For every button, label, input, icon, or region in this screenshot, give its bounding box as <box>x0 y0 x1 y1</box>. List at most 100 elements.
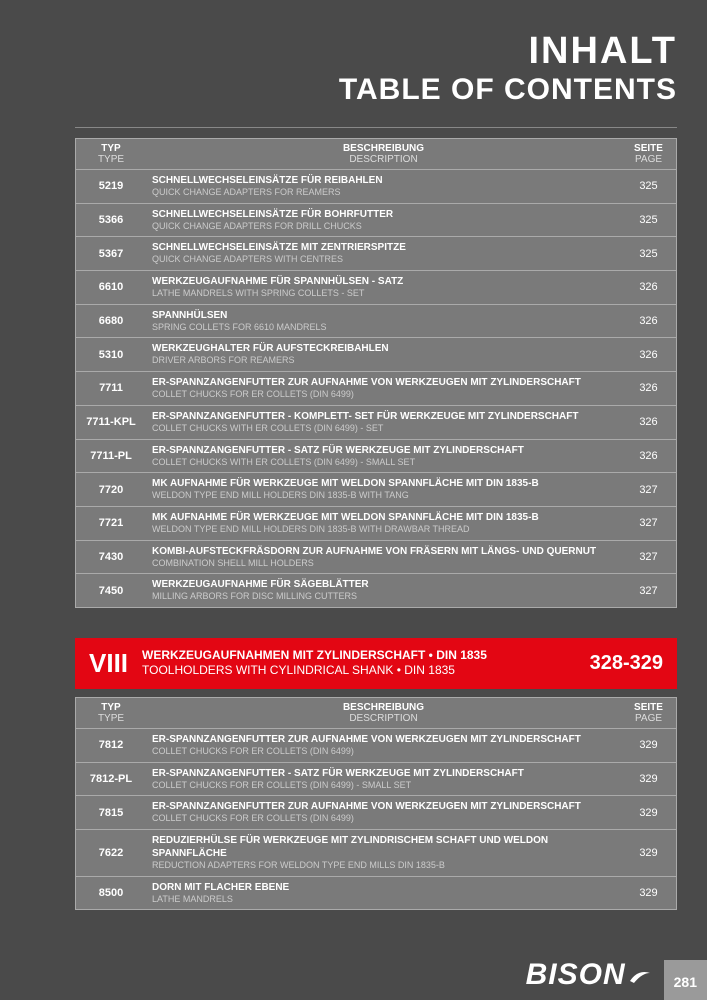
row-type: 5310 <box>76 349 146 361</box>
row-desc: WERKZEUGHALTER FÜR AUFSTECKREIBAHLENDRIV… <box>146 338 621 371</box>
row-type: 7721 <box>76 517 146 529</box>
row-desc-en: DRIVER ARBORS FOR REAMERS <box>152 355 615 367</box>
brand-swoosh-icon <box>628 963 652 987</box>
row-desc: WERKZEUGAUFNAHME FÜR SÄGEBLÄTTERMILLING … <box>146 574 621 607</box>
th-page-l2: PAGE <box>621 713 676 724</box>
row-page: 327 <box>621 551 676 563</box>
row-desc-de: ER-SPANNZANGENFUTTER ZUR AUFNAHME VON WE… <box>152 376 615 389</box>
section-header-viii: VIII WERKZEUGAUFNAHMEN MIT ZYLINDERSCHAF… <box>75 638 677 689</box>
table-row: 5366SCHNELLWECHSELEINSÄTZE FÜR BOHRFUTTE… <box>76 203 676 237</box>
row-type: 5366 <box>76 214 146 226</box>
row-desc-de: REDUZIERHÜLSE FÜR WERKZEUGE MIT ZYLINDRI… <box>152 834 615 860</box>
th-desc-l1: BESCHREIBUNG <box>146 702 621 713</box>
row-page: 329 <box>621 773 676 785</box>
title-divider <box>75 127 677 128</box>
row-desc-de: ER-SPANNZANGENFUTTER - SATZ FÜR WERKZEUG… <box>152 444 615 457</box>
row-desc-de: MK AUFNAHME FÜR WERKZEUGE MIT WELDON SPA… <box>152 511 615 524</box>
th-desc-l2: DESCRIPTION <box>146 713 621 724</box>
row-desc-en: LATHE MANDRELS WITH SPRING COLLETS - SET <box>152 288 615 300</box>
th-page-l1: SEITE <box>621 702 676 713</box>
row-desc: SCHNELLWECHSELEINSÄTZE MIT ZENTRIERSPITZ… <box>146 237 621 270</box>
table-row: 7812ER-SPANNZANGENFUTTER ZUR AUFNAHME VO… <box>76 728 676 762</box>
row-type: 6680 <box>76 315 146 327</box>
title-de: INHALT <box>0 30 677 73</box>
row-desc-de: SCHNELLWECHSELEINSÄTZE FÜR BOHRFUTTER <box>152 208 615 221</box>
row-desc-en: COLLET CHUCKS WITH ER COLLETS (DIN 6499)… <box>152 423 615 435</box>
row-page: 327 <box>621 585 676 597</box>
row-type: 5367 <box>76 248 146 260</box>
table-row: 7815ER-SPANNZANGENFUTTER ZUR AUFNAHME VO… <box>76 795 676 829</box>
row-desc-en: COLLET CHUCKS FOR ER COLLETS (DIN 6499) <box>152 813 615 825</box>
toc-table-2: TYPTYPE BESCHREIBUNGDESCRIPTION SEITEPAG… <box>75 697 677 910</box>
row-desc: ER-SPANNZANGENFUTTER - SATZ FÜR WERKZEUG… <box>146 440 621 473</box>
row-page: 327 <box>621 484 676 496</box>
row-page: 326 <box>621 315 676 327</box>
row-page: 329 <box>621 847 676 859</box>
th-desc-l2: DESCRIPTION <box>146 154 621 165</box>
row-type: 7622 <box>76 847 146 859</box>
row-desc-de: ER-SPANNZANGENFUTTER - SATZ FÜR WERKZEUG… <box>152 767 615 780</box>
page-title: INHALT TABLE OF CONTENTS <box>0 0 707 127</box>
row-type: 7711-KPL <box>76 416 146 428</box>
row-desc-de: ER-SPANNZANGENFUTTER ZUR AUFNAHME VON WE… <box>152 733 615 746</box>
row-page: 329 <box>621 887 676 899</box>
row-desc-de: MK AUFNAHME FÜR WERKZEUGE MIT WELDON SPA… <box>152 477 615 490</box>
table-row: 7711-PL ER-SPANNZANGENFUTTER - SATZ FÜR W… <box>76 439 676 473</box>
table-row: 7622 REDUZIERHÜLSE FÜR WERKZEUGE MIT ZYLI… <box>76 829 676 876</box>
row-desc-en: WELDON TYPE END MILL HOLDERS DIN 1835-B … <box>152 524 615 536</box>
row-desc: SCHNELLWECHSELEINSÄTZE FÜR REIBAHLENQUIC… <box>146 170 621 203</box>
th-page-l2: PAGE <box>621 154 676 165</box>
row-desc: SPANNHÜLSENSPRING COLLETS FOR 6610 MANDR… <box>146 305 621 338</box>
row-desc: ER-SPANNZANGENFUTTER - KOMPLETT- SET FÜR… <box>146 406 621 439</box>
table-row: 7812-PL ER-SPANNZANGENFUTTER - SATZ FÜR W… <box>76 762 676 796</box>
row-desc: MK AUFNAHME FÜR WERKZEUGE MIT WELDON SPA… <box>146 507 621 540</box>
row-type: 5219 <box>76 180 146 192</box>
row-page: 326 <box>621 450 676 462</box>
th-type-l2: TYPE <box>76 713 146 724</box>
row-type: 6610 <box>76 281 146 293</box>
th-type-l1: TYP <box>76 143 146 154</box>
row-desc-de: ER-SPANNZANGENFUTTER ZUR AUFNAHME VON WE… <box>152 800 615 813</box>
row-type: 7711-PL <box>76 450 146 462</box>
row-desc-de: WERKZEUGHALTER FÜR AUFSTECKREIBAHLEN <box>152 342 615 355</box>
row-desc: SCHNELLWECHSELEINSÄTZE FÜR BOHRFUTTERQUI… <box>146 204 621 237</box>
row-page: 329 <box>621 807 676 819</box>
row-desc-de: DORN MIT FLACHER EBENE <box>152 881 615 894</box>
row-desc-de: ER-SPANNZANGENFUTTER - KOMPLETT- SET FÜR… <box>152 410 615 423</box>
row-desc-en: QUICK CHANGE ADAPTERS WITH CENTRES <box>152 254 615 266</box>
row-desc-de: SPANNHÜLSEN <box>152 309 615 322</box>
row-desc-en: QUICK CHANGE ADAPTERS FOR REAMERS <box>152 187 615 199</box>
row-desc: MK AUFNAHME FÜR WERKZEUGE MIT WELDON SPA… <box>146 473 621 506</box>
row-desc-en: COLLET CHUCKS FOR ER COLLETS (DIN 6499) <box>152 389 615 401</box>
row-page: 327 <box>621 517 676 529</box>
row-page: 325 <box>621 214 676 226</box>
row-desc-en: WELDON TYPE END MILL HOLDERS DIN 1835-B … <box>152 490 615 502</box>
row-type: 7711 <box>76 382 146 394</box>
row-desc-de: WERKZEUGAUFNAHME FÜR SÄGEBLÄTTER <box>152 578 615 591</box>
table-row: 7430KOMBI-AUFSTECKFRÄSDORN ZUR AUFNAHME … <box>76 540 676 574</box>
row-desc-de: WERKZEUGAUFNAHME FÜR SPANNHÜLSEN - SATZ <box>152 275 615 288</box>
table-row: 8500DORN MIT FLACHER EBENELATHE MANDRELS… <box>76 876 676 910</box>
table-row: 6680SPANNHÜLSENSPRING COLLETS FOR 6610 M… <box>76 304 676 338</box>
table-row: 7711-KPL ER-SPANNZANGENFUTTER - KOMPLETT-… <box>76 405 676 439</box>
row-desc-de: SCHNELLWECHSELEINSÄTZE FÜR REIBAHLEN <box>152 174 615 187</box>
row-desc-en: COLLET CHUCKS FOR ER COLLETS (DIN 6499) <box>152 746 615 758</box>
row-type: 7812-PL <box>76 773 146 785</box>
row-desc-en: COLLET CHUCKS FOR ER COLLETS (DIN 6499) … <box>152 780 615 792</box>
row-desc: REDUZIERHÜLSE FÜR WERKZEUGE MIT ZYLINDRI… <box>146 830 621 876</box>
row-page: 325 <box>621 180 676 192</box>
row-page: 326 <box>621 382 676 394</box>
row-type: 7720 <box>76 484 146 496</box>
row-desc-en: COMBINATION SHELL MILL HOLDERS <box>152 558 615 570</box>
section-title-en: TOOLHOLDERS WITH CYLINDRICAL SHANK • DIN… <box>142 663 590 678</box>
row-desc-en: REDUCTION ADAPTERS FOR WELDON TYPE END M… <box>152 860 615 872</box>
row-type: 8500 <box>76 887 146 899</box>
row-desc: WERKZEUGAUFNAHME FÜR SPANNHÜLSEN - SATZL… <box>146 271 621 304</box>
brand-text: BISON <box>526 958 626 992</box>
row-desc-en: MILLING ARBORS FOR DISC MILLING CUTTERS <box>152 591 615 603</box>
row-page: 326 <box>621 416 676 428</box>
row-desc-de: KOMBI-AUFSTECKFRÄSDORN ZUR AUFNAHME VON … <box>152 545 615 558</box>
content: TYPTYPE BESCHREIBUNGDESCRIPTION SEITEPAG… <box>0 138 707 910</box>
table-row: 7721 MK AUFNAHME FÜR WERKZEUGE MIT WELDON… <box>76 506 676 540</box>
brand-logo: BISON <box>526 958 652 992</box>
